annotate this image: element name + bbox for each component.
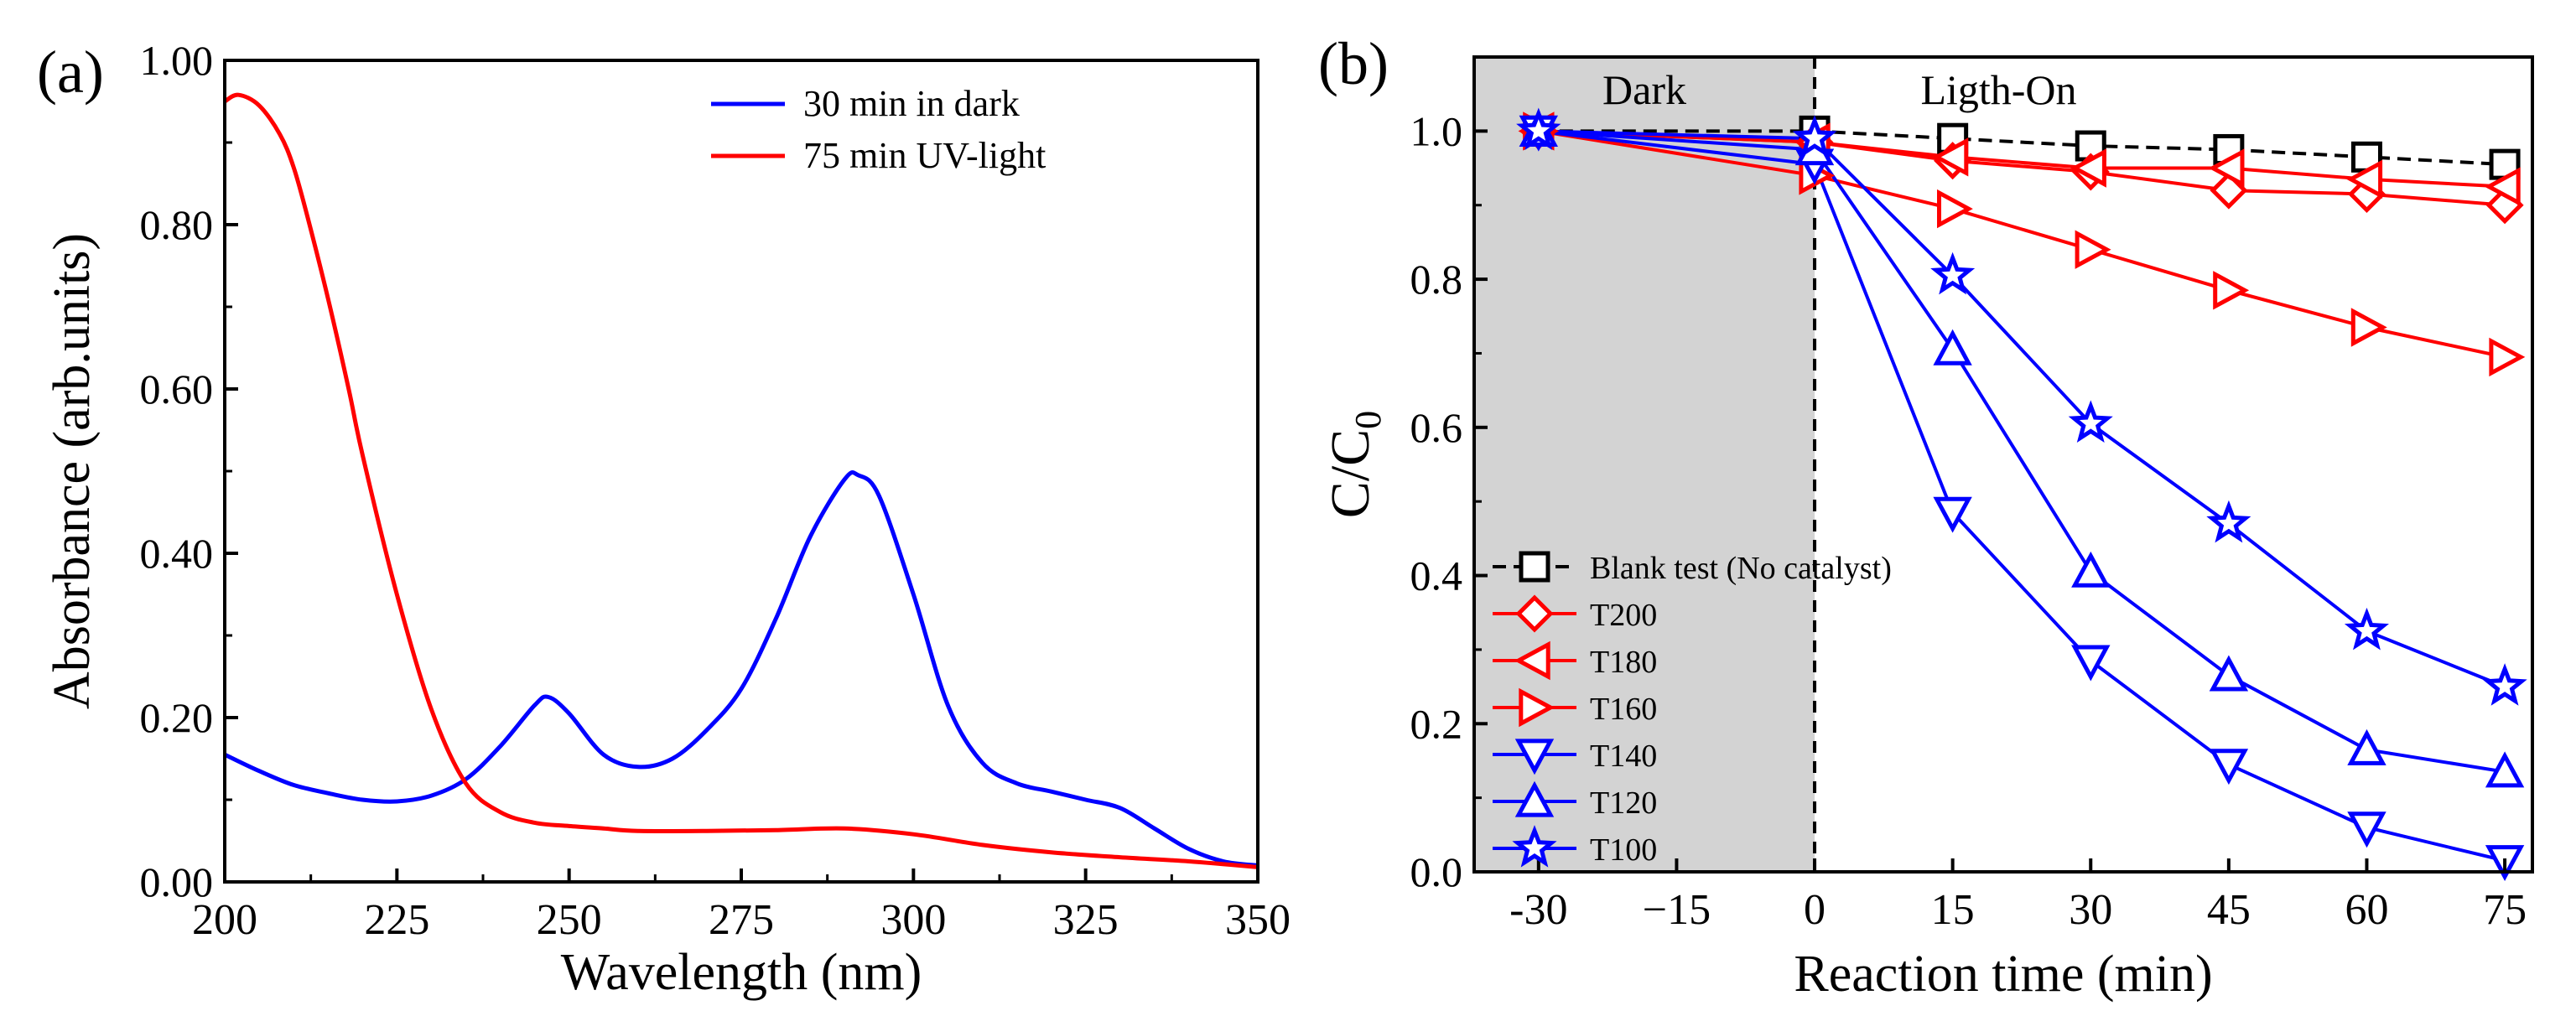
data-point-t180 [2070,148,2106,188]
legend-label: T120 [1590,785,1657,821]
y-tick-label: 0.4 [1410,552,1463,599]
data-point-t160 [2075,230,2111,269]
legend-label: T160 [1590,692,1657,727]
data-point-t140 [2209,749,2249,785]
x-tick-label: 250 [537,896,602,944]
x-tick-label: 325 [1053,896,1119,944]
x-tick-label: 350 [1225,896,1291,944]
panel-b-ylabel: C/C0 [1320,411,1389,518]
data-point-t100 [1516,107,1561,151]
panel-a: (a) 200 225 250 275 300 325 350 0.00 0.20 0.40 0.6… [37,37,1291,1001]
data-point-t100 [2206,500,2251,543]
x-tick-label: 75 [2483,886,2527,934]
y-tick-label: 0.00 [140,858,214,905]
data-point-t100 [2344,607,2389,651]
panel-a-curves [223,92,1259,869]
y-tick-label: 0.80 [140,201,214,248]
legend-marker [1514,640,1550,681]
series-line-dark [223,470,1259,868]
data-point-t140 [2071,645,2111,682]
x-tick-label: 60 [2345,886,2388,934]
x-tick-label: 300 [880,896,946,944]
data-point-t120 [1933,329,1972,366]
y-tick-label: 0.0 [1410,848,1463,895]
panel-a-ylabel: Absorbance (arb.units) [44,233,101,709]
x-tick-label: 45 [2207,886,2251,934]
data-point-t160 [2213,271,2250,310]
data-point-t160 [2489,337,2526,377]
data-point-t100 [1930,251,1976,295]
data-point-t100 [2482,663,2527,706]
y-tick-label: 0.8 [1410,256,1463,303]
panel-a-xlabel: Wavelength (nm) [561,944,922,1001]
y-tick-label: 0.60 [140,366,214,412]
panel-b-xlabel: Reaction time (min) [1794,946,2212,1003]
x-tick-label: -30 [1509,886,1567,934]
x-tick-label: 15 [1931,886,1975,934]
legend-marker [1519,551,1550,583]
panel-a-legend: 30 min in dark 75 min UV-light [711,83,1046,176]
legend-label: T200 [1590,598,1657,633]
light-region-label: Ligth-On [1920,66,2076,113]
data-point-t120 [2347,728,2386,765]
data-point-t100 [1792,115,1837,158]
panel-b-ticks: -30 −15 0 15 30 45 60 75 0.0 0.2 0.4 0.6 0.8 1.0 [1410,55,2527,934]
data-point-t180 [2346,159,2383,199]
legend-label: 75 min UV-light [803,135,1046,176]
data-point-t140 [2347,811,2386,848]
panel-b-frame [1472,55,2534,874]
panel-b-curves [1516,107,2527,881]
data-point-t100 [2068,400,2113,443]
data-point-t160 [2350,308,2387,347]
panel-a-label: (a) [37,39,104,106]
y-tick-label: 0.6 [1410,404,1463,451]
data-point-t140 [1933,496,1972,533]
legend-marker [1512,825,1557,868]
data-point-t180 [1932,137,1969,177]
panel-a-ticks: 200 225 250 275 300 325 350 0.00 0.20 0.40 0.60 0.8… [140,37,1291,944]
x-tick-label: 200 [192,896,257,944]
panel-a-frame [223,59,1259,884]
legend-label: Blank test (No catalyst) [1590,551,1892,586]
y-tick-label: 1.0 [1410,107,1463,154]
data-point-t120 [2209,655,2249,692]
panel-b-ylabel-sub: 0 [1348,411,1389,429]
legend-marker [1514,780,1555,817]
legend-label: 30 min in dark [803,83,1020,124]
y-tick-label: 0.40 [140,530,214,577]
data-point-t120 [2485,751,2525,788]
legend-marker [1519,687,1555,728]
x-tick-label: 225 [364,896,429,944]
x-tick-label: 30 [2069,886,2112,934]
dark-region-label: Dark [1602,66,1686,113]
legend-label: T140 [1590,739,1657,774]
panel-b-legend: Blank test (No catalyst) T200 T180 T160 T140… [1493,551,1892,868]
data-point-t160 [1937,189,1973,229]
y-tick-label: 0.2 [1410,700,1463,747]
legend-marker [1515,594,1554,633]
y-tick-label: 0.20 [140,694,214,741]
data-point-t120 [2071,551,2111,588]
y-tick-label: 1.00 [140,37,214,84]
data-point-t180 [2208,148,2245,188]
data-point-t180 [2484,167,2521,206]
dark-region [1474,57,1815,872]
legend-marker [1514,739,1555,775]
panel-b: (b) Dark Ligth-On -30 −15 0 15 30 45 60 75 0.0 0.… [1318,30,2534,1003]
x-tick-label: 0 [1804,886,1826,934]
x-tick-label: −15 [1643,886,1711,934]
series-line-uv-light [223,92,1259,869]
panel-b-ylabel-main: C/C [1320,429,1381,518]
legend-label: T100 [1590,832,1657,868]
panel-b-label: (b) [1318,30,1389,97]
legend-label: T180 [1590,645,1657,680]
x-tick-label: 275 [709,896,774,944]
